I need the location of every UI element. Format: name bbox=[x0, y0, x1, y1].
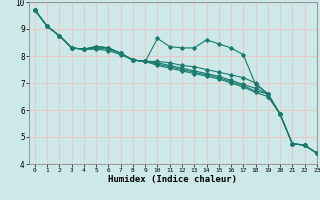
X-axis label: Humidex (Indice chaleur): Humidex (Indice chaleur) bbox=[108, 175, 237, 184]
